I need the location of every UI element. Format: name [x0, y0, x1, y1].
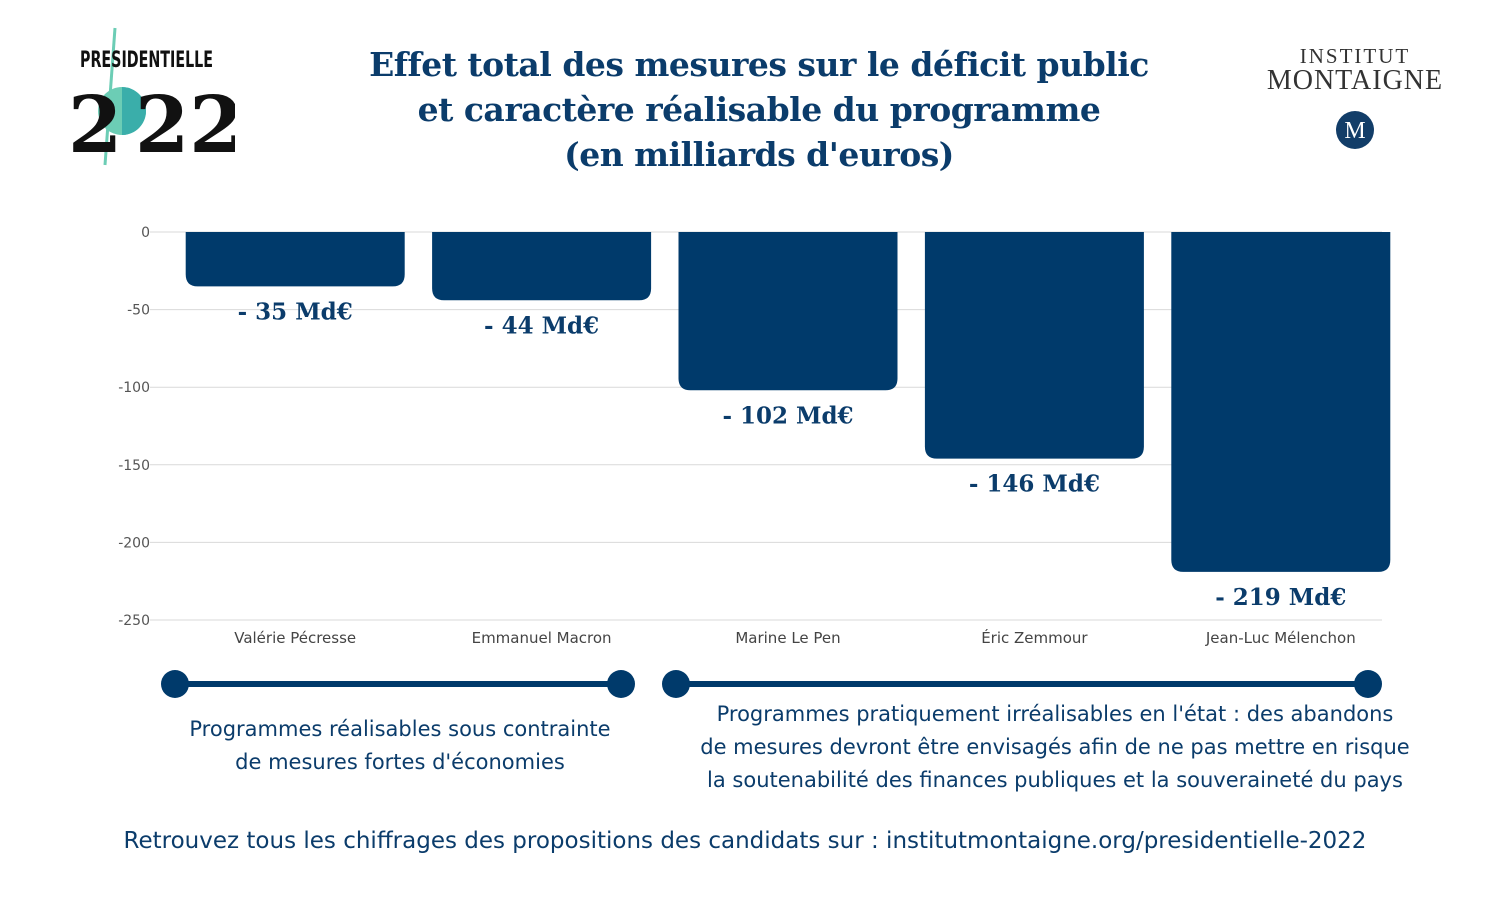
bar [432, 232, 652, 301]
x-tick-label: Jean-Luc Mélenchon [1205, 629, 1356, 647]
data-label: - 219 Md€ [1215, 584, 1346, 611]
y-tick-label: -150 [118, 458, 150, 474]
y-tick-label: -200 [118, 535, 150, 551]
bar-chart: 0 -50 -100 -150 -200 -250 - 35 Md€ Valérie Pécr… [118, 225, 1391, 698]
group-bracket-endpoint [662, 670, 690, 698]
x-tick-label: Valérie Pécresse [234, 629, 356, 647]
bar [1171, 232, 1391, 572]
title-line-3: (en milliards d'euros) [564, 135, 954, 174]
bar [185, 232, 405, 287]
group-irrealisable-caption: Programmes pratiquement irréalisables en… [660, 698, 1450, 797]
group-realisable-caption: Programmes réalisables sous contrainte d… [160, 713, 640, 779]
svg-text:PRESIDENTIELLE: PRESIDENTIELLE [80, 48, 213, 73]
caption-line: Programmes pratiquement irréalisables en… [716, 702, 1394, 726]
data-label: - 146 Md€ [969, 471, 1100, 498]
title-line-1: Effet total des mesures sur le déficit p… [369, 45, 1149, 84]
group-bracket-endpoint [607, 670, 635, 698]
caption-line: Programmes réalisables sous contrainte [189, 717, 611, 741]
title-line-2: et caractère réalisable du programme [417, 90, 1101, 129]
data-label: - 102 Md€ [722, 402, 853, 429]
y-tick-label: -100 [118, 380, 150, 396]
x-tick-label: Emmanuel Macron [472, 629, 612, 647]
bar [924, 232, 1144, 459]
x-tick-label: Éric Zemmour [981, 628, 1088, 647]
logo-text-institut: INSTITUT [1299, 44, 1411, 68]
bar [678, 232, 898, 391]
chart-title: Effet total des mesures sur le déficit p… [300, 42, 1218, 177]
footer-source: Retrouvez tous les chiffrages des propos… [123, 828, 1367, 854]
caption-line: de mesures devront être envisagés afin d… [700, 735, 1410, 759]
logo-text-montaigne: MONTAIGNE [1266, 65, 1444, 96]
x-tick-label: Marine Le Pen [735, 629, 840, 647]
caption-line: de mesures fortes d'économies [235, 750, 565, 774]
svg-text:M: M [1344, 118, 1365, 144]
caption-line: la soutenabilité des finances publiques … [707, 768, 1403, 792]
institut-montaigne-logo: INSTITUT MONTAIGNE M [1255, 45, 1455, 160]
data-label: - 35 Md€ [238, 298, 353, 325]
group-bracket-endpoint [1354, 670, 1382, 698]
y-tick-label: -50 [127, 303, 150, 319]
data-label: - 44 Md€ [484, 312, 599, 339]
svg-text:22: 22 [135, 80, 235, 170]
y-tick-label: 0 [141, 225, 150, 241]
montaigne-emblem-icon: M [1336, 111, 1374, 149]
y-tick-label: -250 [118, 613, 150, 629]
svg-text:2: 2 [68, 80, 122, 170]
presidentielle-2022-logo: PRESIDENTIELLE 2 22 [65, 25, 244, 171]
group-bracket-endpoint [161, 670, 189, 698]
